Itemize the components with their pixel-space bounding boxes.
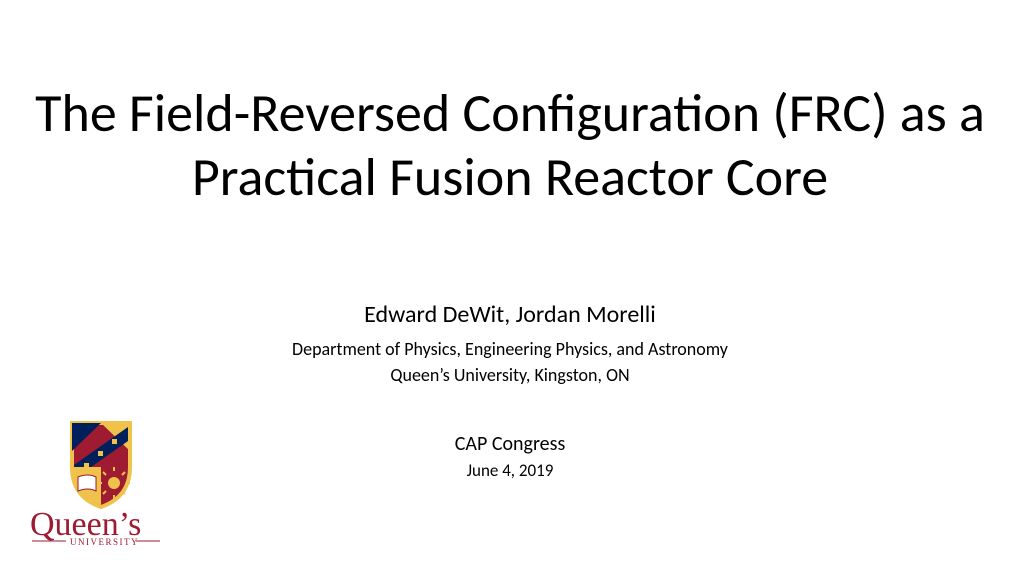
shield-icon	[72, 423, 130, 507]
department-line: Department of Physics, Engineering Physi…	[0, 338, 1020, 360]
university-line: Queen’s University, Kingston, ON	[0, 364, 1020, 386]
queens-logo: Queen’s UNIVERSITY	[28, 421, 178, 551]
authors-line: Edward DeWit, Jordan Morelli	[0, 300, 1020, 329]
slide-title: The Field-Reversed Configuration (FRC) a…	[0, 82, 1020, 209]
slide: The Field-Reversed Configuration (FRC) a…	[0, 0, 1020, 573]
logo-subtext: UNIVERSITY	[70, 537, 139, 547]
